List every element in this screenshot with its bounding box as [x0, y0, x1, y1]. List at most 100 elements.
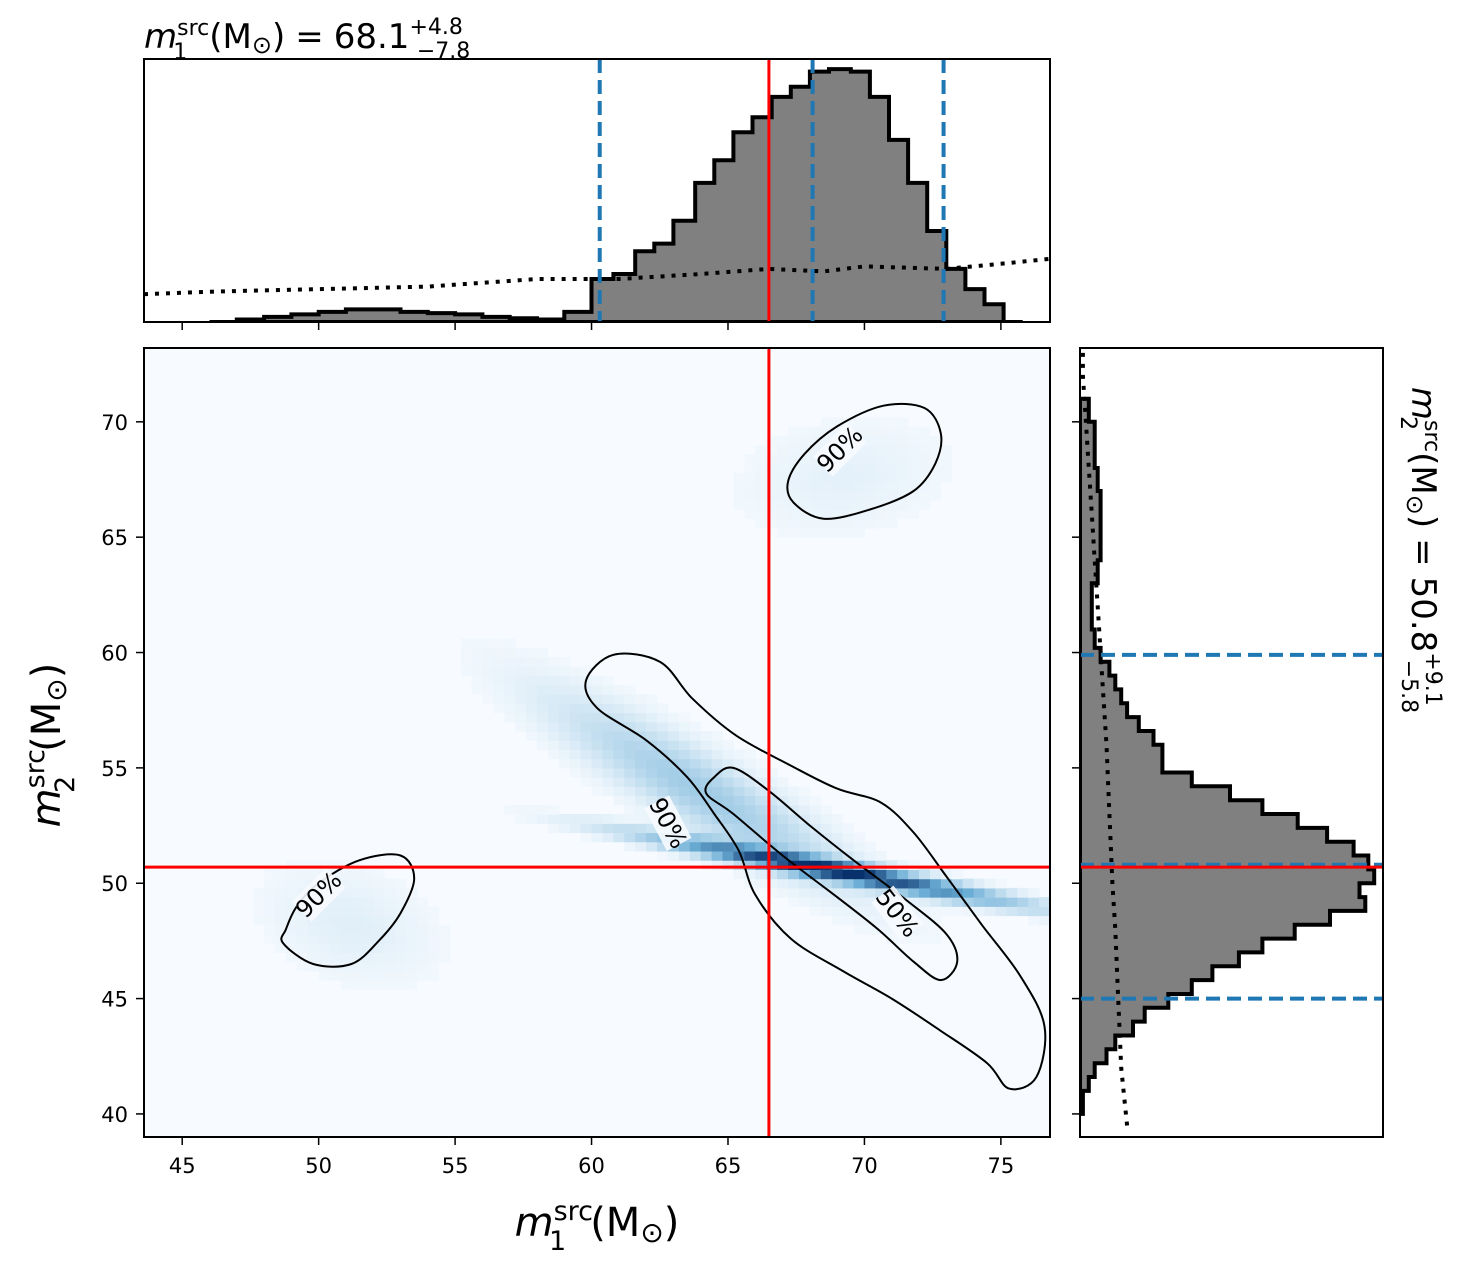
heatmap-cell [351, 952, 363, 963]
heatmap-cell [820, 860, 833, 870]
heatmap-cell [504, 675, 516, 686]
heatmap-cell [788, 454, 800, 464]
heatmap-cell [526, 712, 538, 723]
heatmap-cell [755, 444, 767, 455]
heatmap-cell [613, 767, 625, 778]
heatmap-cell [897, 426, 909, 437]
heatmap-cell [842, 887, 855, 898]
heatmap-cell [995, 887, 1007, 898]
heatmap-cell [678, 804, 691, 815]
heatmap-cell [722, 758, 735, 769]
heatmap-cell [646, 777, 658, 787]
heatmap-cell [853, 887, 866, 898]
heatmap-cell [853, 832, 866, 843]
heatmap-cell [624, 786, 636, 797]
y-tick-label: 65 [101, 526, 128, 550]
heatmap-cell [733, 850, 745, 861]
heatmap-cell [886, 491, 898, 501]
heatmap-cell [875, 869, 887, 880]
heatmap-cell [646, 823, 658, 834]
heatmap-cell [919, 906, 931, 917]
heatmap-cell [744, 481, 756, 492]
heatmap-cell [722, 814, 735, 824]
heatmap-cell [253, 906, 265, 917]
heatmap-cell [973, 897, 986, 907]
contour-90pct-3 [786, 402, 943, 520]
heatmap-cell [296, 878, 309, 889]
heatmap-cell [766, 869, 778, 880]
heatmap-cell [842, 915, 855, 926]
heatmap-cell [788, 823, 800, 834]
heatmap-cell [1028, 897, 1040, 907]
heatmap-cell [820, 481, 833, 492]
heatmap-cell [624, 684, 636, 695]
heatmap-cell [788, 491, 800, 501]
heatmap-cell [809, 500, 822, 511]
heatmap-cell [296, 943, 309, 954]
heatmap-cell [908, 426, 920, 437]
heatmap-cell [427, 906, 440, 917]
heatmap-cell [362, 970, 374, 981]
heatmap-cell [853, 906, 866, 917]
heatmap-cell [558, 684, 571, 695]
heatmap-cell [635, 814, 647, 824]
heatmap-cell [657, 758, 669, 769]
heatmap-cell [318, 933, 331, 944]
heatmap-cell [547, 749, 560, 760]
heatmap-cell [744, 758, 756, 769]
heatmap-cell [842, 823, 855, 834]
heatmap-cell [657, 777, 669, 787]
heatmap-cell [744, 749, 756, 760]
heatmap-cell [635, 712, 647, 723]
heatmap-cell [460, 657, 473, 667]
heatmap-cell [515, 694, 527, 704]
heatmap-cell [929, 463, 942, 474]
heatmap-cell [788, 869, 800, 880]
heatmap-cell [875, 463, 887, 474]
heatmap-cell [788, 804, 800, 815]
heatmap-cell [766, 509, 778, 520]
heatmap-cell [536, 721, 549, 732]
heatmap-cell [755, 500, 767, 511]
heatmap-cell [613, 758, 625, 769]
heatmap-cell [329, 869, 342, 880]
heatmap-cell [864, 444, 876, 455]
heatmap-cell [558, 694, 571, 704]
heatmap-cell [842, 906, 855, 917]
heatmap-cell [678, 758, 691, 769]
heatmap-cell [569, 749, 582, 760]
heatmap-cell [569, 666, 582, 677]
heatmap-cell [831, 814, 844, 824]
heatmap-cell [984, 878, 997, 889]
heatmap-cell [809, 869, 822, 880]
heatmap-cell [798, 878, 811, 889]
heatmap-cell [777, 832, 789, 843]
heatmap-cell [962, 878, 975, 889]
heatmap-cell [1028, 887, 1040, 898]
heatmap-cell [351, 860, 363, 870]
heatmap-cell [820, 426, 833, 437]
heatmap-cell [329, 860, 342, 870]
heatmap-cell [351, 897, 363, 907]
heatmap-cell [733, 860, 745, 870]
heatmap-cell [340, 906, 352, 917]
heatmap-cell [864, 887, 876, 898]
heatmap-cell [831, 860, 844, 870]
heatmap-cell [318, 952, 331, 963]
heatmap-cell [733, 749, 745, 760]
heatmap-cell [864, 426, 876, 437]
heatmap-cell [591, 786, 604, 797]
heatmap-cell [766, 814, 778, 824]
heatmap-cell [919, 426, 931, 437]
heatmap-cell [755, 463, 767, 474]
heatmap-cell [613, 823, 625, 834]
contour-50pct-0 [704, 766, 959, 982]
heatmap-cell [635, 749, 647, 760]
heatmap-cell [940, 463, 953, 474]
heatmap-cell [547, 666, 560, 677]
heatmap-cell [373, 897, 385, 907]
heatmap-cell [842, 832, 855, 843]
heatmap-cell [558, 814, 571, 824]
heatmap-cell [536, 740, 549, 751]
heatmap-cell [678, 721, 691, 732]
